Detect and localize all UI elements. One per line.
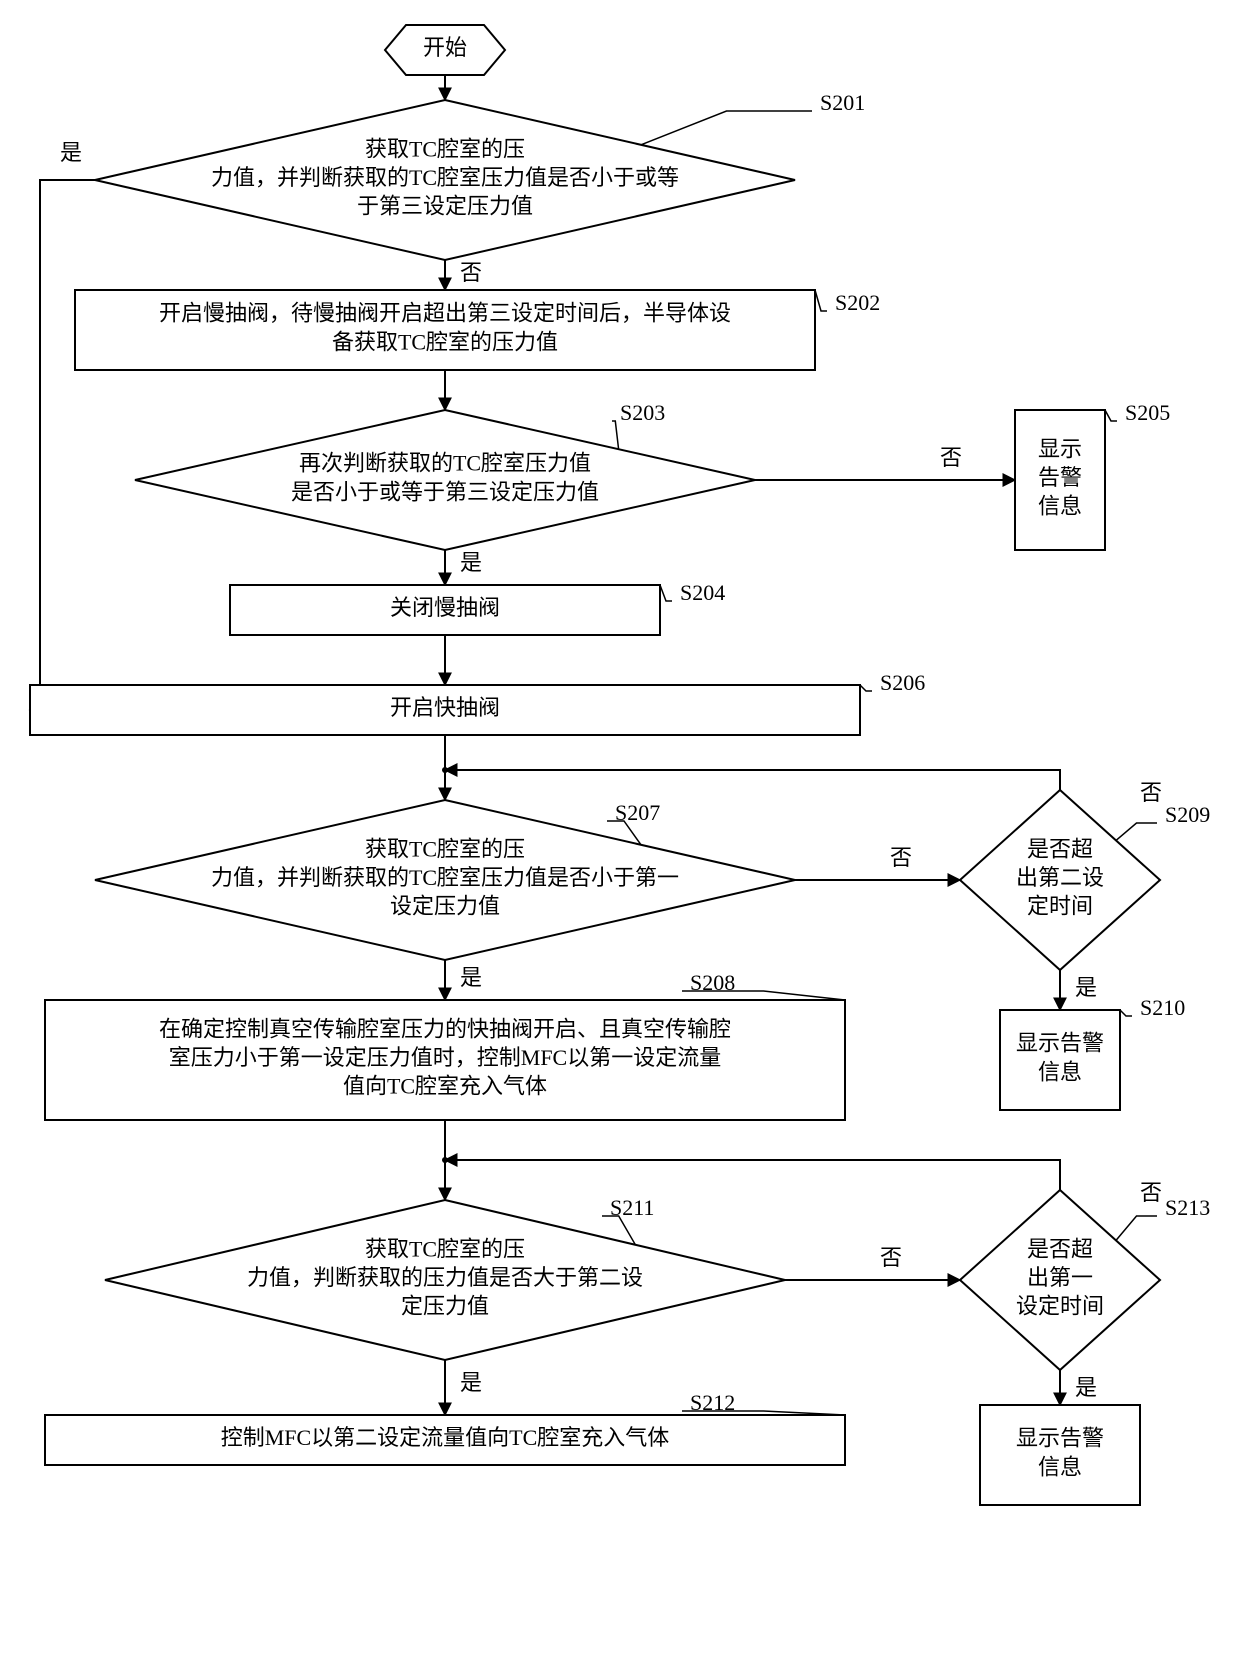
svg-text:显示: 显示	[1038, 436, 1082, 461]
svg-text:力值，判断获取的压力值是否大于第二设: 力值，判断获取的压力值是否大于第二设	[247, 1265, 643, 1290]
edge-2: 否	[445, 260, 482, 290]
svg-text:控制MFC以第二设定流量值向TC腔室充入气体: 控制MFC以第二设定流量值向TC腔室充入气体	[221, 1425, 670, 1450]
edge-11: 是	[445, 960, 482, 1000]
step-label-s212: S212	[682, 1390, 845, 1415]
svg-text:否: 否	[880, 1245, 902, 1270]
nodes-layer: 开始获取TC腔室的压力值，并判断获取的TC腔室压力值是否小于或等于第三设定压力值…	[30, 25, 1160, 1505]
step-label-s213: S213	[1116, 1195, 1210, 1240]
svg-text:关闭慢抽阀: 关闭慢抽阀	[390, 595, 500, 620]
edge-4: 否	[755, 445, 1015, 480]
svg-text:获取TC腔室的压: 获取TC腔室的压	[365, 136, 525, 161]
svg-text:在确定控制真空传输腔室压力的快抽阀开启、且真空传输腔: 在确定控制真空传输腔室压力的快抽阀开启、且真空传输腔	[159, 1016, 731, 1041]
node-s208: 在确定控制真空传输腔室压力的快抽阀开启、且真空传输腔室压力小于第一设定压力值时，…	[45, 1000, 845, 1120]
svg-text:开启快抽阀: 开启快抽阀	[390, 695, 500, 720]
svg-text:信息: 信息	[1038, 1454, 1082, 1479]
svg-text:信息: 信息	[1038, 494, 1082, 519]
step-label-s206: S206	[860, 670, 925, 695]
svg-text:S205: S205	[1125, 400, 1170, 425]
edge-5: 是	[445, 550, 482, 585]
svg-text:是: 是	[1075, 1375, 1097, 1400]
svg-text:值向TC腔室充入气体: 值向TC腔室充入气体	[343, 1074, 547, 1099]
svg-text:是: 是	[460, 550, 482, 575]
edge-15: 是	[1060, 1370, 1097, 1405]
labels-layer: S201 S202 S203 S205 S204 S206 S207 S209 S210 S208…	[602, 90, 1210, 1415]
node-start: 开始	[385, 25, 505, 75]
svg-text:力值，并判断获取的TC腔室压力值是否小于或等: 力值，并判断获取的TC腔室压力值是否小于或等	[211, 165, 679, 190]
svg-text:否: 否	[1140, 1180, 1162, 1205]
node-s202: 开启慢抽阀，待慢抽阀开启超出第三设定时间后，半导体设备获取TC腔室的压力值	[75, 290, 815, 370]
svg-text:S209: S209	[1165, 802, 1210, 827]
node-s201: 获取TC腔室的压力值，并判断获取的TC腔室压力值是否小于或等于第三设定压力值	[95, 100, 795, 260]
svg-text:否: 否	[460, 260, 482, 285]
step-label-s208: S208	[682, 970, 845, 1000]
flowchart-canvas: 是否否是否否是是否否是是 开始获取TC腔室的压力值，并判断获取的TC腔室压力值是…	[0, 0, 1240, 1667]
node-s209: 是否超出第二设定时间	[960, 790, 1160, 970]
node-s203: 再次判断获取的TC腔室压力值是否小于或等于第三设定压力值	[135, 410, 755, 550]
svg-text:S212: S212	[690, 1390, 735, 1415]
svg-text:信息: 信息	[1038, 1059, 1082, 1084]
svg-text:否: 否	[1140, 780, 1162, 805]
svg-text:再次判断获取的TC腔室压力值: 再次判断获取的TC腔室压力值	[299, 451, 591, 476]
svg-text:是否超: 是否超	[1027, 1236, 1093, 1261]
svg-text:S201: S201	[820, 90, 865, 115]
edge-1: 是	[30, 140, 95, 710]
svg-text:是: 是	[1075, 975, 1097, 1000]
step-label-s211: S211	[602, 1195, 654, 1245]
svg-text:S211: S211	[610, 1195, 654, 1220]
step-label-s201: S201	[641, 90, 865, 145]
svg-text:获取TC腔室的压: 获取TC腔室的压	[365, 836, 525, 861]
svg-text:设定压力值: 设定压力值	[390, 894, 500, 919]
step-label-s205: S205	[1105, 400, 1170, 425]
svg-text:S207: S207	[615, 800, 660, 825]
svg-text:显示告警: 显示告警	[1016, 1031, 1104, 1056]
edge-13: 否	[785, 1245, 960, 1280]
node-s213: 是否超出第一设定时间	[960, 1190, 1160, 1370]
svg-text:力值，并判断获取的TC腔室压力值是否小于第一: 力值，并判断获取的TC腔室压力值是否小于第一	[211, 865, 679, 890]
node-alarm3: 显示告警信息	[980, 1405, 1140, 1505]
svg-text:是否小于或等于第三设定压力值: 是否小于或等于第三设定压力值	[291, 479, 599, 504]
svg-text:定压力值: 定压力值	[401, 1294, 489, 1319]
svg-text:S204: S204	[680, 580, 725, 605]
svg-text:S203: S203	[620, 400, 665, 425]
svg-text:否: 否	[890, 845, 912, 870]
step-label-s209: S209	[1116, 802, 1210, 840]
edges-layer: 是否否是否否是是否否是是	[30, 75, 1162, 1415]
svg-text:是否超: 是否超	[1027, 836, 1093, 861]
svg-text:显示告警: 显示告警	[1016, 1426, 1104, 1451]
svg-text:S206: S206	[880, 670, 925, 695]
step-label-s204: S204	[660, 580, 725, 605]
svg-text:S210: S210	[1140, 995, 1185, 1020]
svg-text:设定时间: 设定时间	[1016, 1294, 1104, 1319]
svg-text:开始: 开始	[423, 35, 467, 60]
svg-text:出第二设: 出第二设	[1016, 865, 1104, 890]
node-s204: 关闭慢抽阀	[230, 585, 660, 635]
node-s207: 获取TC腔室的压力值，并判断获取的TC腔室压力值是否小于第一设定压力值	[95, 800, 795, 960]
node-s205: 显示告警信息	[1015, 410, 1105, 550]
svg-text:室压力小于第一设定压力值时，控制MFC以第一设定流量: 室压力小于第一设定压力值时，控制MFC以第一设定流量	[169, 1045, 721, 1070]
svg-text:获取TC腔室的压: 获取TC腔室的压	[365, 1236, 525, 1261]
svg-text:出第一: 出第一	[1027, 1265, 1093, 1290]
svg-text:于第三设定压力值: 于第三设定压力值	[357, 194, 533, 219]
edge-8: 否	[795, 845, 960, 880]
node-s212: 控制MFC以第二设定流量值向TC腔室充入气体	[45, 1415, 845, 1465]
svg-text:S208: S208	[690, 970, 735, 995]
svg-text:S213: S213	[1165, 1195, 1210, 1220]
step-label-s210: S210	[1120, 995, 1185, 1020]
svg-text:是: 是	[60, 140, 82, 165]
svg-text:是: 是	[460, 965, 482, 990]
svg-text:开启慢抽阀，待慢抽阀开启超出第三设定时间后，半导体设: 开启慢抽阀，待慢抽阀开启超出第三设定时间后，半导体设	[159, 301, 731, 326]
node-s210: 显示告警信息	[1000, 1010, 1120, 1110]
step-label-s203: S203	[612, 400, 665, 449]
svg-text:否: 否	[940, 445, 962, 470]
step-label-s202: S202	[815, 290, 880, 315]
svg-text:S202: S202	[835, 290, 880, 315]
svg-text:备获取TC腔室的压力值: 备获取TC腔室的压力值	[332, 329, 558, 354]
node-s206: 开启快抽阀	[30, 685, 860, 735]
svg-text:定时间: 定时间	[1027, 894, 1093, 919]
edge-16: 是	[445, 1360, 482, 1415]
node-s211: 获取TC腔室的压力值，判断获取的压力值是否大于第二设定压力值	[105, 1200, 785, 1360]
edge-10: 是	[1060, 970, 1097, 1010]
svg-text:是: 是	[460, 1370, 482, 1395]
svg-text:告警: 告警	[1038, 465, 1082, 490]
